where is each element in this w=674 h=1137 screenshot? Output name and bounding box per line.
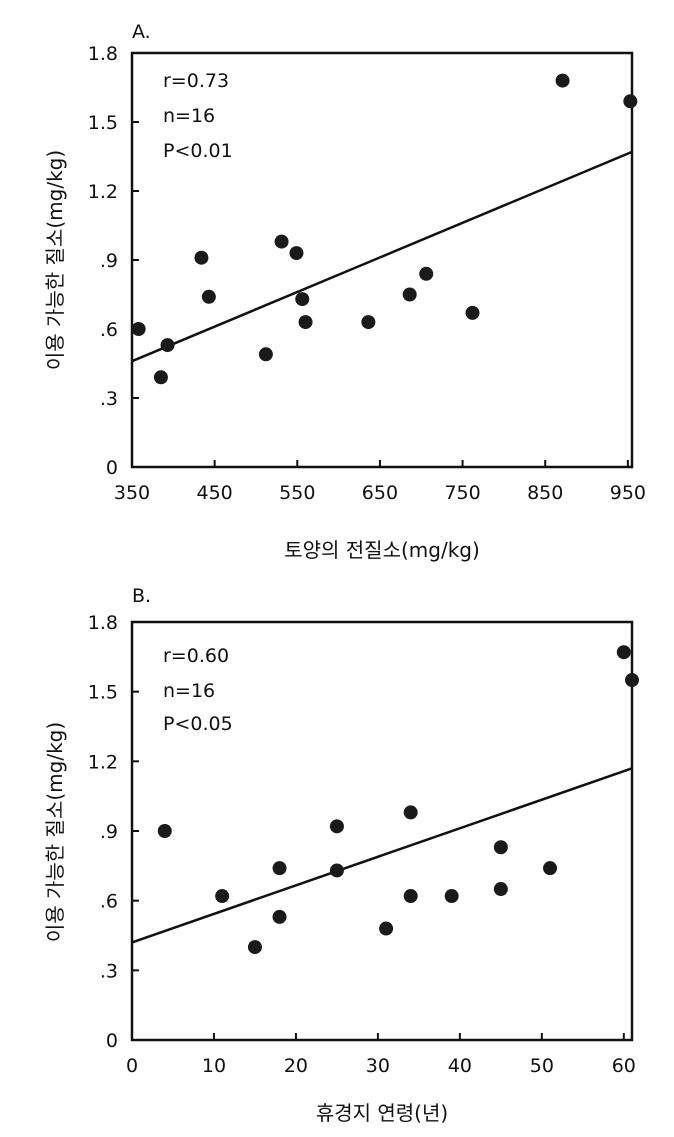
panel-b-data-point (404, 889, 418, 903)
panel-a-label: A. (132, 21, 151, 43)
panel-a-data-point (361, 315, 375, 329)
panel-a-y-tick-label: 1.2 (88, 181, 118, 203)
panel-b-data-point (215, 889, 229, 903)
panel-b-data-point (158, 824, 172, 838)
panel-b-regression-line (132, 768, 632, 942)
panel-a-data-point (295, 292, 309, 306)
panel-a-stat-n: n=16 (163, 105, 215, 127)
panel-a-data-point (161, 338, 175, 352)
panel-b-y-tick-label: .6 (100, 891, 118, 913)
panel-b-data-point (494, 882, 508, 896)
panel-b-data-point (330, 863, 344, 877)
panel-a: A. r=0.73 n=16 P<0.01 토양의 전질소(mg/kg) 이용 … (43, 21, 646, 562)
chart-figure: A. r=0.73 n=16 P<0.01 토양의 전질소(mg/kg) 이용 … (0, 0, 674, 1137)
panel-b-x-tick-label: 50 (530, 1055, 554, 1077)
panel-b-data-point (494, 840, 508, 854)
panel-a-x-tick-label: 550 (279, 482, 315, 504)
panel-b-y-tick-label: 1.5 (88, 682, 118, 704)
panel-a-data-point (623, 94, 637, 108)
panel-a-x-tick-label: 650 (362, 482, 398, 504)
panel-b-x-tick-label: 0 (126, 1055, 138, 1077)
panel-b-data-point (248, 940, 262, 954)
panel-a-x-tick-label: 450 (197, 482, 233, 504)
panel-b-y-tick-label: 1.2 (88, 751, 118, 773)
panel-a-data-point (194, 251, 208, 265)
panel-b-x-tick-label: 20 (284, 1055, 308, 1077)
panel-a-y-tick-label: .6 (100, 319, 118, 341)
panel-b-x-tick-label: 60 (612, 1055, 636, 1077)
panel-a-data-point (465, 306, 479, 320)
panel-a-x-axis-label: 토양의 전질소(mg/kg) (284, 538, 480, 562)
panel-a-data-point (289, 246, 303, 260)
panel-a-y-axis-label: 이용 가능한 질소(mg/kg) (43, 150, 67, 370)
panel-a-data-point (419, 267, 433, 281)
panel-b-y-tick-label: 1.8 (88, 612, 118, 634)
panel-b-data-point (379, 922, 393, 936)
panel-a-data-point (202, 290, 216, 304)
panel-a-x-tick-label: 850 (527, 482, 563, 504)
panel-a-data-point (299, 315, 313, 329)
panel-b-y-tick-label: .9 (100, 821, 118, 843)
panel-a-data-point (556, 74, 570, 88)
panel-b-label: B. (132, 585, 151, 607)
panel-a-data-point (275, 235, 289, 249)
panel-a-stat-p: P<0.01 (163, 140, 233, 162)
panel-b-stat-r: r=0.60 (163, 645, 229, 667)
panel-b: B. r=0.60 n=16 P<0.05 휴경지 연령(년) 이용 가능한 질… (43, 585, 639, 1125)
panel-b-x-tick-label: 30 (366, 1055, 390, 1077)
panel-b-x-tick-label: 40 (448, 1055, 472, 1077)
panel-b-y-tick-label: 0 (106, 1030, 118, 1052)
panel-b-x-tick-label: 10 (202, 1055, 226, 1077)
panel-a-x-tick-label: 950 (610, 482, 646, 504)
panel-b-x-axis-label: 휴경지 연령(년) (316, 1101, 448, 1125)
panel-a-y-tick-label: .3 (100, 388, 118, 410)
panel-b-data-point (273, 861, 287, 875)
panel-b-stat-p: P<0.05 (163, 713, 233, 735)
panel-b-data-point (543, 861, 557, 875)
panel-b-data-point (330, 819, 344, 833)
panel-b-data-point (617, 645, 631, 659)
panel-b-data-point (445, 889, 459, 903)
panel-a-x-tick-label: 750 (444, 482, 480, 504)
panel-b-data-point (273, 910, 287, 924)
panel-a-data-point (259, 347, 273, 361)
panel-b-data-point (625, 673, 639, 687)
panel-b-y-tick-label: .3 (100, 960, 118, 982)
panel-a-x-tick-label: 350 (114, 482, 150, 504)
panel-a-y-tick-label: 1.8 (88, 43, 118, 65)
panel-a-y-tick-label: .9 (100, 250, 118, 272)
panel-b-data-point (404, 805, 418, 819)
panel-b-y-axis-label: 이용 가능한 질소(mg/kg) (43, 722, 67, 942)
panel-a-y-tick-label: 0 (106, 457, 118, 479)
panel-a-y-tick-label: 1.5 (88, 112, 118, 134)
panel-a-data-point (154, 370, 168, 384)
panel-a-data-point (403, 288, 417, 302)
panel-b-stat-n: n=16 (163, 680, 215, 702)
panel-a-stat-r: r=0.73 (163, 70, 229, 92)
panel-a-data-point (132, 322, 146, 336)
